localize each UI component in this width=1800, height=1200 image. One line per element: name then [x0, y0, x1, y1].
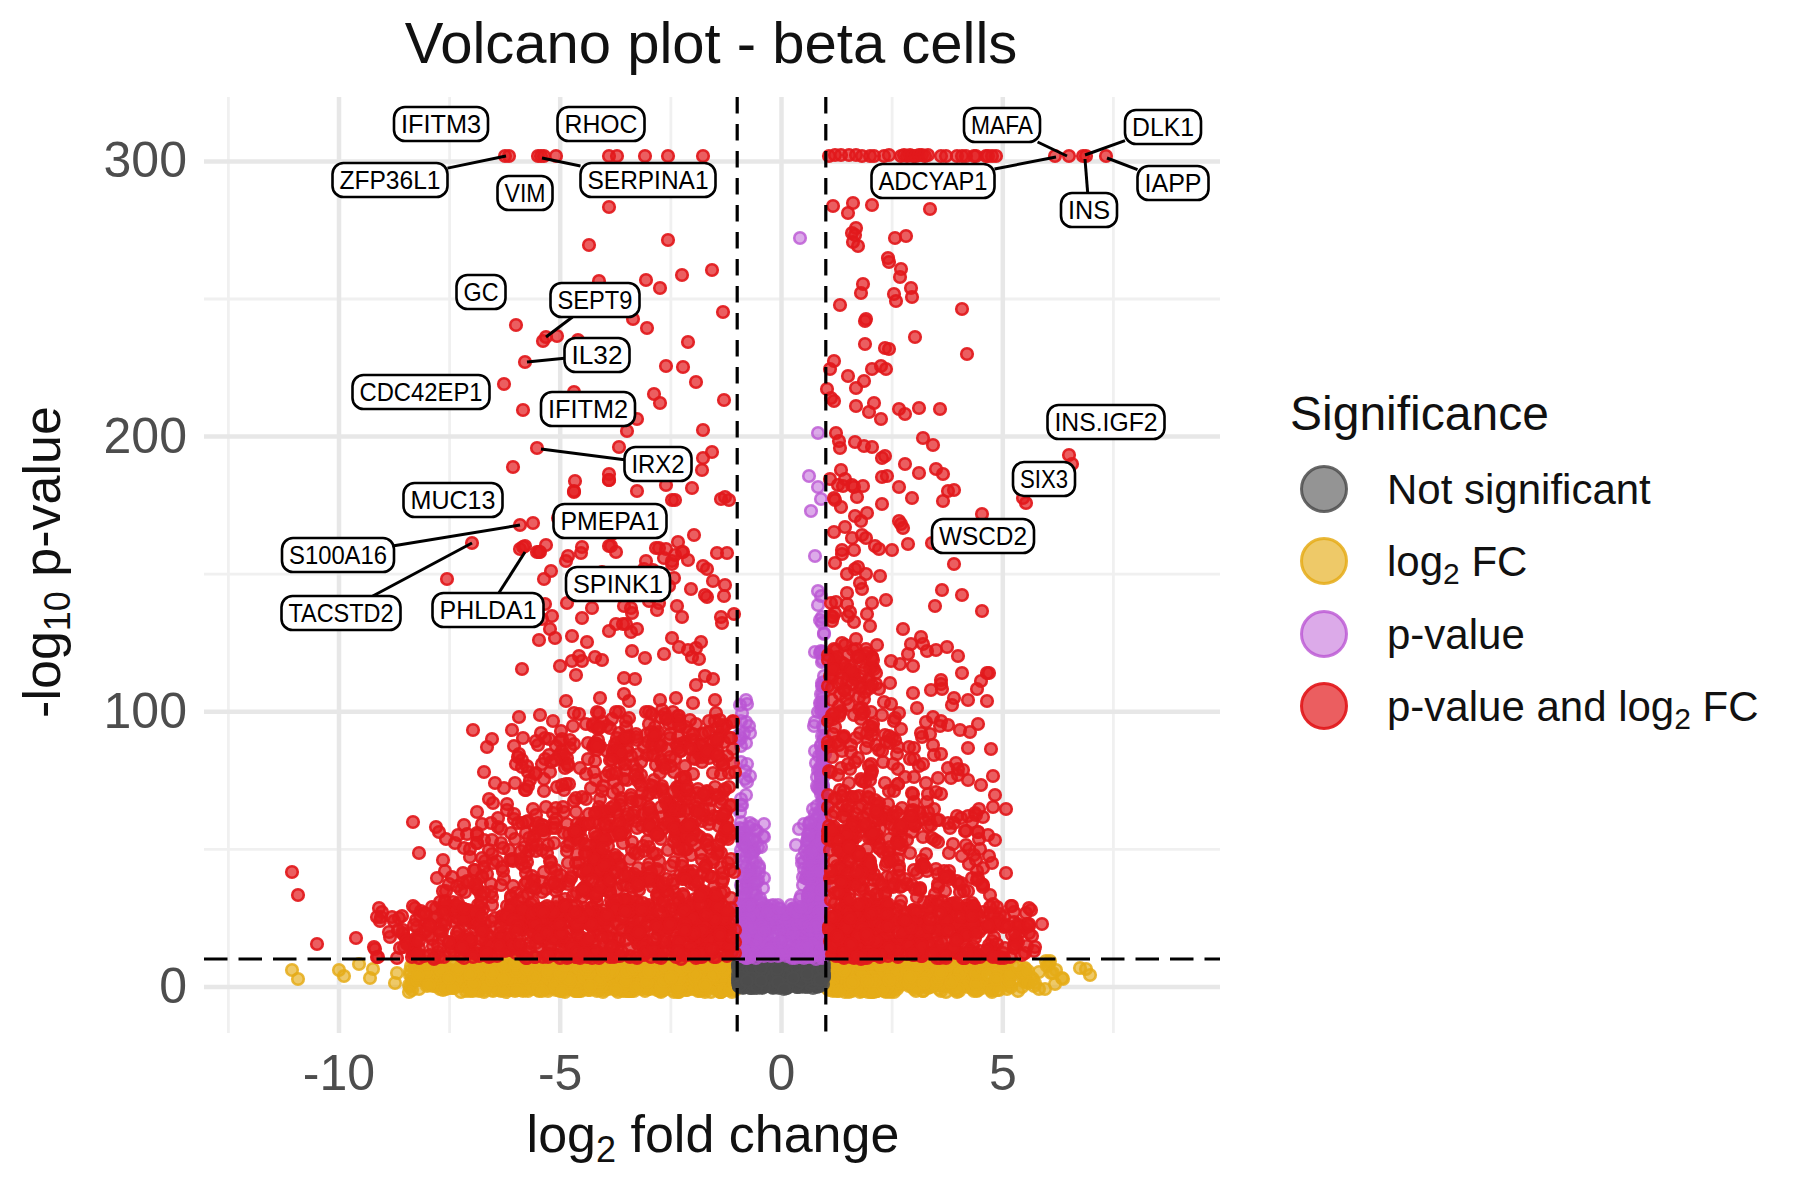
- svg-text:WSCD2: WSCD2: [939, 521, 1027, 551]
- svg-text:S100A16: S100A16: [289, 540, 387, 570]
- svg-text:p-value and log2 FC: p-value and log2 FC: [1387, 683, 1759, 735]
- svg-text:IRX2: IRX2: [632, 449, 685, 479]
- svg-text:300: 300: [104, 132, 187, 188]
- svg-text:MAFA: MAFA: [971, 110, 1034, 140]
- svg-text:-10: -10: [303, 1045, 375, 1101]
- svg-text:0: 0: [768, 1045, 796, 1101]
- svg-text:0: 0: [159, 958, 187, 1014]
- svg-text:CDC42EP1: CDC42EP1: [360, 377, 483, 407]
- svg-text:RHOC: RHOC: [565, 109, 638, 139]
- svg-text:SEPT9: SEPT9: [558, 285, 633, 315]
- svg-text:p-value: p-value: [1387, 611, 1525, 658]
- svg-text:Not significant: Not significant: [1387, 466, 1651, 513]
- svg-text:5: 5: [989, 1045, 1017, 1101]
- svg-text:INS: INS: [1068, 195, 1110, 225]
- svg-text:PMEPA1: PMEPA1: [561, 506, 660, 536]
- svg-text:Volcano plot - beta cells: Volcano plot - beta cells: [405, 10, 1018, 75]
- svg-text:SERPINA1: SERPINA1: [588, 165, 709, 195]
- svg-text:ADCYAP1: ADCYAP1: [879, 166, 988, 196]
- svg-text:DLK1: DLK1: [1132, 112, 1194, 142]
- svg-text:PHLDA1: PHLDA1: [440, 595, 537, 625]
- svg-text:log2 fold change: log2 fold change: [527, 1105, 900, 1170]
- svg-text:GC: GC: [464, 277, 499, 307]
- svg-text:IAPP: IAPP: [1145, 168, 1202, 198]
- svg-text:IFITM2: IFITM2: [548, 394, 628, 424]
- svg-text:Significance: Significance: [1290, 387, 1549, 440]
- svg-text:ZFP36L1: ZFP36L1: [340, 165, 441, 195]
- svg-text:MUC13: MUC13: [411, 485, 496, 515]
- svg-text:SIX3: SIX3: [1020, 464, 1068, 494]
- svg-text:TACSTD2: TACSTD2: [289, 598, 394, 628]
- svg-text:INS.IGF2: INS.IGF2: [1055, 407, 1158, 437]
- svg-text:-5: -5: [538, 1045, 582, 1101]
- svg-text:100: 100: [104, 683, 187, 739]
- svg-text:-log10 p-value: -log10 p-value: [13, 406, 78, 718]
- svg-text:200: 200: [104, 408, 187, 464]
- svg-text:IL32: IL32: [572, 340, 623, 370]
- svg-text:SPINK1: SPINK1: [573, 569, 663, 599]
- svg-text:IFITM3: IFITM3: [401, 109, 481, 139]
- svg-text:VIM: VIM: [505, 178, 546, 208]
